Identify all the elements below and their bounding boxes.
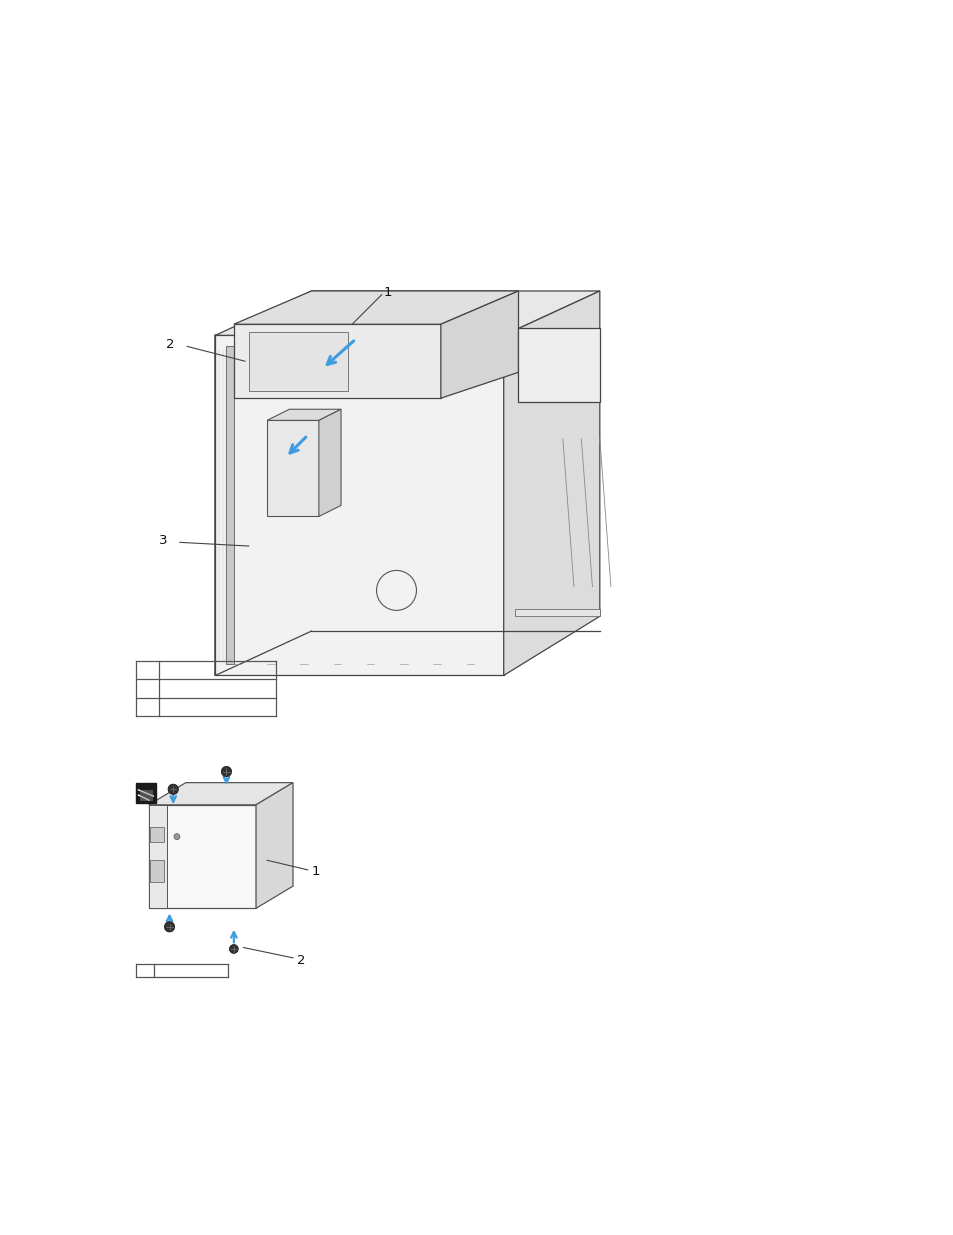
Bar <box>151 861 164 883</box>
Polygon shape <box>149 805 255 908</box>
Text: 1: 1 <box>383 287 392 299</box>
Text: 2: 2 <box>166 338 174 352</box>
Polygon shape <box>215 336 503 676</box>
Polygon shape <box>503 291 599 676</box>
Text: 2: 2 <box>296 953 305 967</box>
Polygon shape <box>249 332 348 390</box>
Text: 3: 3 <box>158 535 167 547</box>
Bar <box>151 827 164 842</box>
Polygon shape <box>440 291 518 398</box>
Circle shape <box>164 921 174 932</box>
Polygon shape <box>226 347 233 664</box>
Circle shape <box>221 767 232 777</box>
Bar <box>140 790 153 802</box>
Text: 1: 1 <box>311 864 319 878</box>
Bar <box>135 783 156 803</box>
Circle shape <box>173 834 180 840</box>
Polygon shape <box>518 329 599 401</box>
Polygon shape <box>215 291 599 336</box>
Polygon shape <box>267 409 341 420</box>
Polygon shape <box>149 805 167 908</box>
Polygon shape <box>255 783 293 908</box>
Polygon shape <box>149 783 293 805</box>
Polygon shape <box>233 325 440 398</box>
Polygon shape <box>318 409 341 516</box>
Polygon shape <box>267 420 318 516</box>
Circle shape <box>229 945 238 953</box>
Polygon shape <box>233 291 518 325</box>
Circle shape <box>168 784 178 794</box>
Polygon shape <box>515 609 599 616</box>
